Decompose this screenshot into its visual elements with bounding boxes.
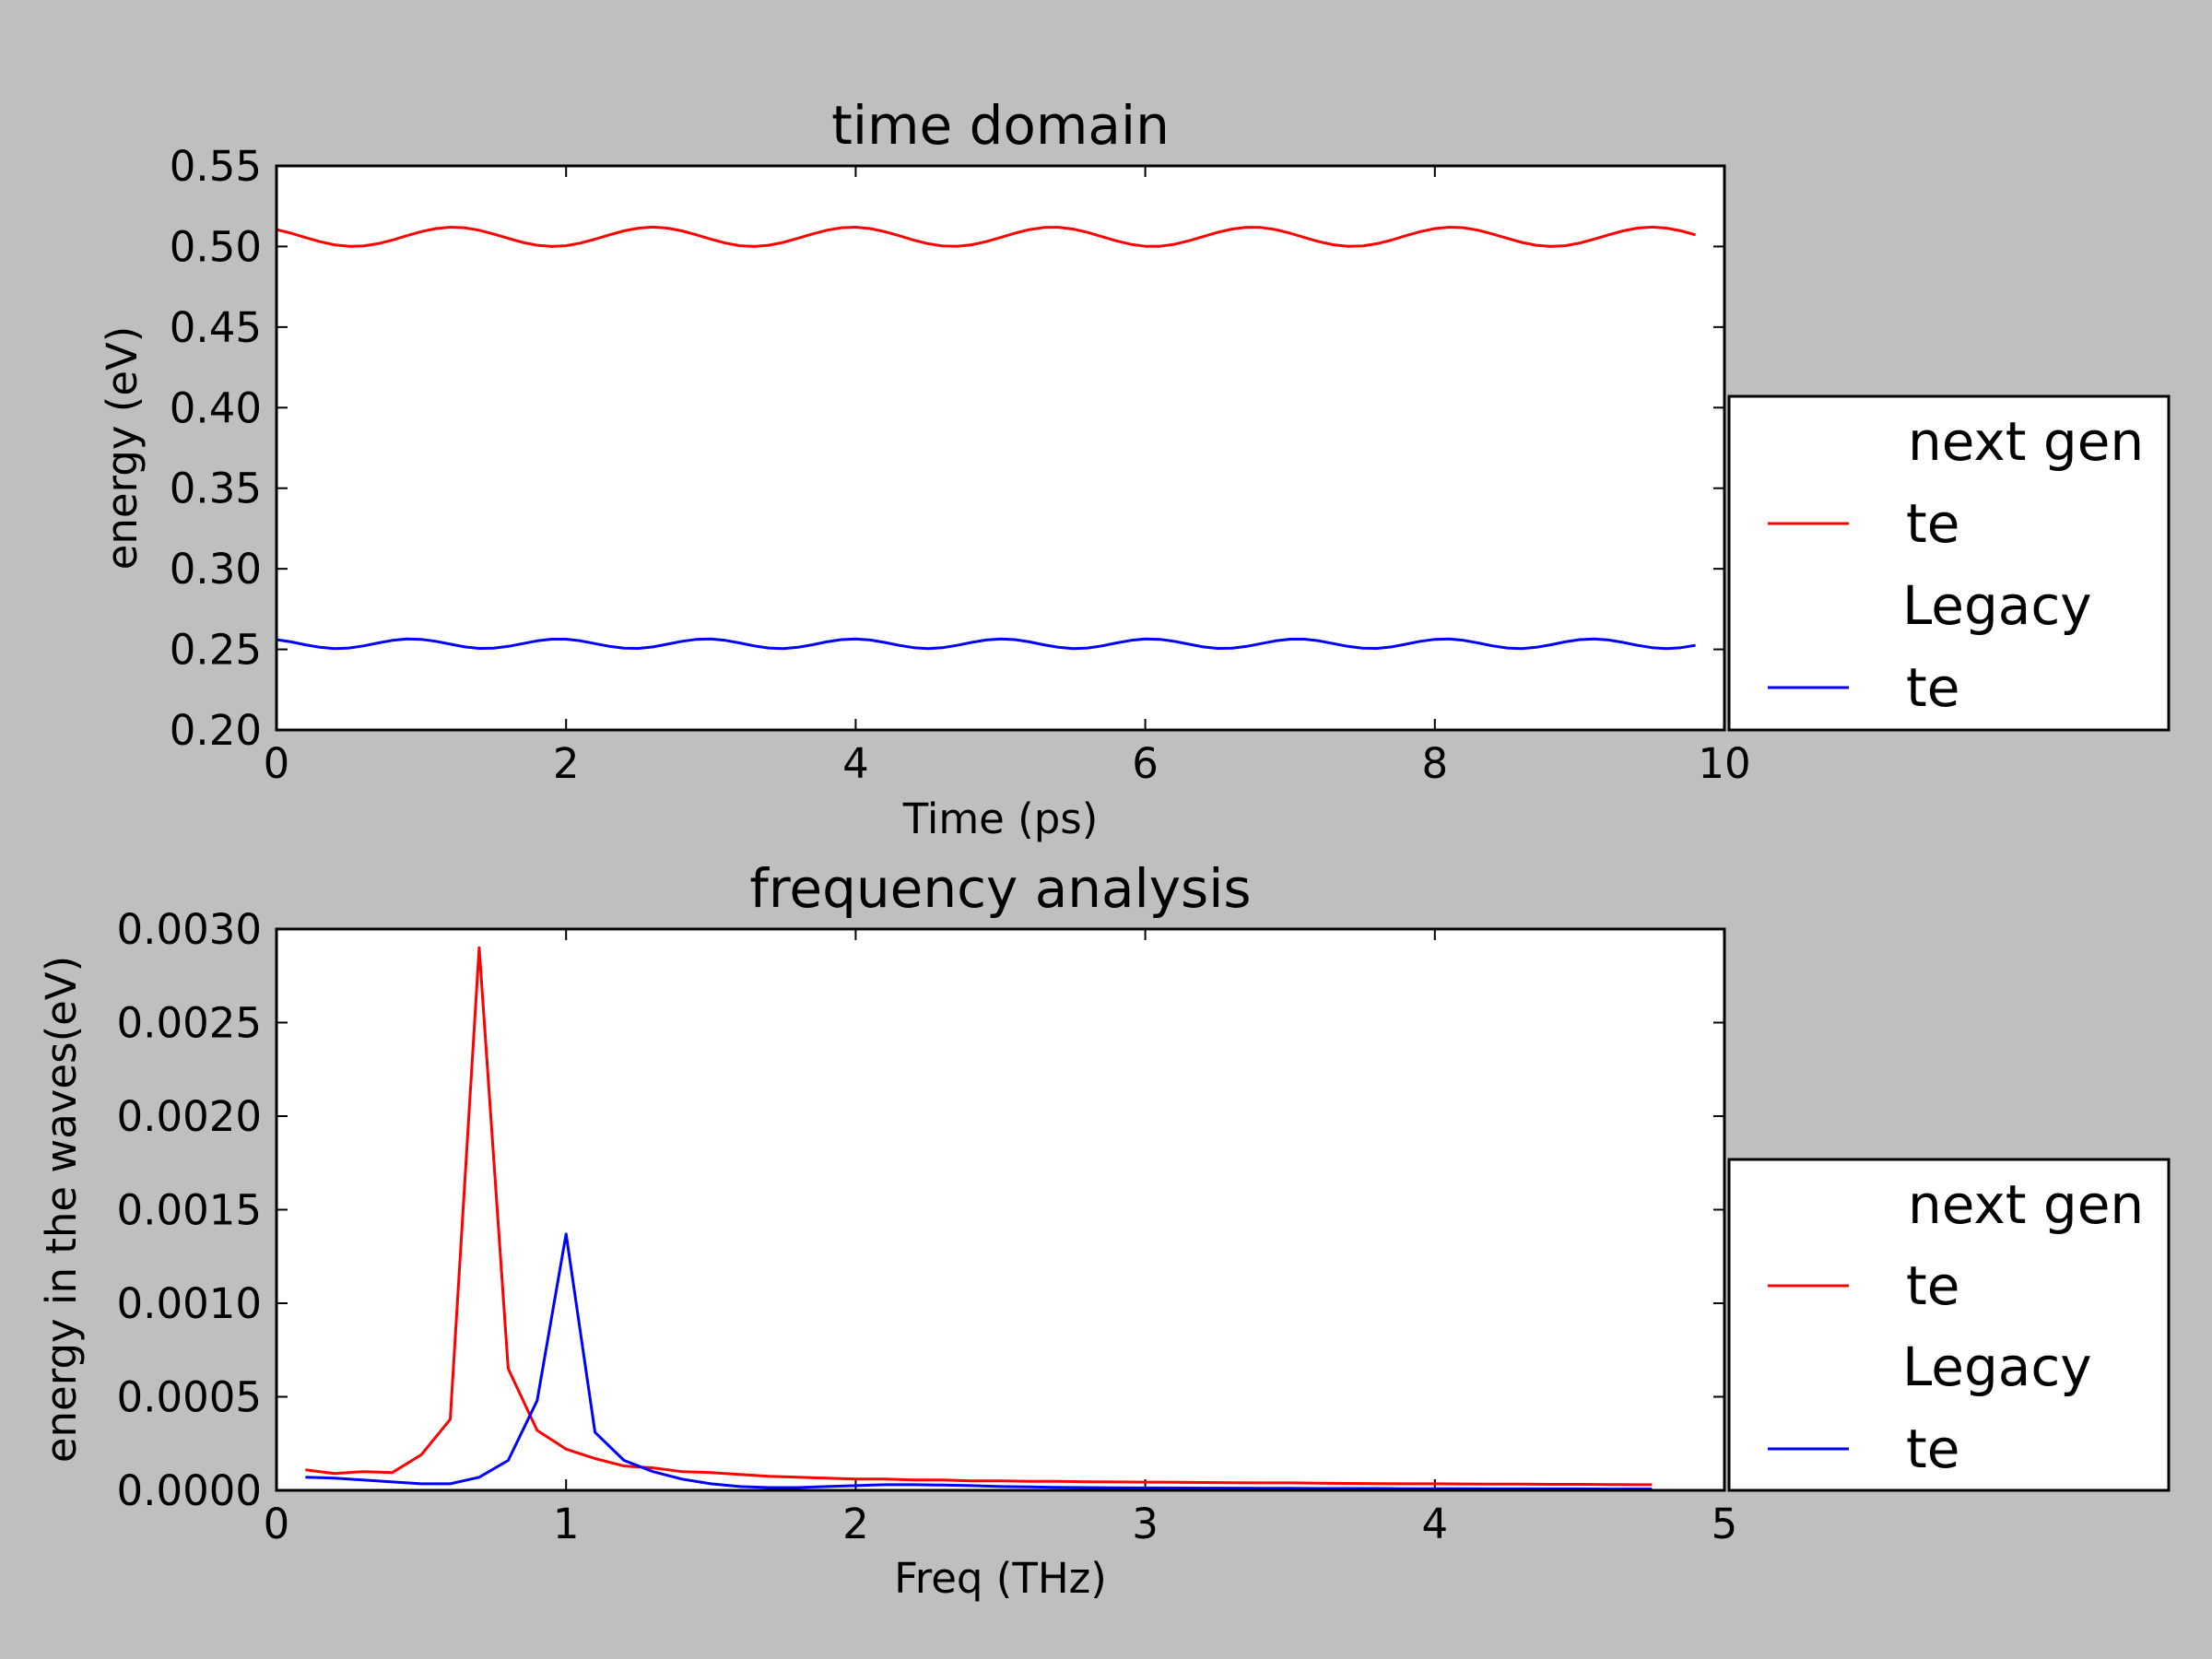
x-tick-label: 3 <box>1132 1500 1159 1548</box>
time-domain-axes-border <box>275 164 1726 732</box>
time-domain-subplot: time domain Time (ps) energy (eV) 0 2 4 6 8 1… <box>98 94 2171 843</box>
y-tick-label: 0.0010 <box>117 1279 262 1328</box>
y-tick-label: 0.50 <box>170 222 262 271</box>
y-tick-label: 0.20 <box>170 706 262 755</box>
x-tick-label: 6 <box>1132 739 1159 788</box>
frequency-analysis-y-axis-label: energy in the waves(eV) <box>37 956 86 1463</box>
frequency-analysis-legend-box <box>1727 1158 2171 1492</box>
y-tick-label: 0.45 <box>170 303 262 352</box>
time-domain-ticks: 0 2 4 6 8 10 0.20 0.25 0.30 0.35 0.40 0.45 0.50 0.55 <box>170 142 1751 788</box>
x-tick-label: 5 <box>1712 1500 1738 1548</box>
frequency-analysis-series <box>305 946 1653 1491</box>
time-domain-series <box>276 225 1696 651</box>
frequency-analysis-axes-background <box>276 929 1724 1490</box>
x-tick-label: 0 <box>264 1500 290 1548</box>
time-domain-legend: next gen te Legacy te <box>1727 394 2171 732</box>
y-tick-label: 0.0000 <box>117 1466 262 1515</box>
frequency-analysis-legend-label-legacy: Legacy <box>1902 1335 2092 1398</box>
y-tick-label: 0.0030 <box>117 905 262 954</box>
frequency-analysis-legend-label-te-blue: te <box>1906 1418 1959 1480</box>
time-domain-legend-label-te-red: te <box>1906 492 1959 555</box>
legacy-te-line <box>276 637 1696 651</box>
next-gen-te-line <box>305 946 1653 1487</box>
x-tick-label: 4 <box>842 739 869 788</box>
x-tick-label: 0 <box>264 739 290 788</box>
y-tick-label: 0.40 <box>170 383 262 432</box>
x-tick-label: 10 <box>1698 739 1750 788</box>
time-domain-legend-label-te-blue: te <box>1906 656 1959 719</box>
y-tick-label: 0.0025 <box>117 999 262 1048</box>
frequency-analysis-legend-label-next-gen: next gen <box>1908 1173 2144 1236</box>
time-domain-axes-background <box>276 166 1724 730</box>
frequency-analysis-ticks: 0 1 2 3 4 5 0.0000 0.0005 0.0010 0.0015 0.0020 0.00… <box>117 905 1738 1548</box>
time-domain-legend-box <box>1727 394 2171 732</box>
frequency-analysis-subplot: frequency analysis Freq (THz) energy in … <box>37 857 2171 1603</box>
time-domain-x-axis-label: Time (ps) <box>902 794 1099 843</box>
y-tick-label: 0.35 <box>170 465 262 513</box>
legacy-te-line <box>305 1232 1653 1491</box>
frequency-analysis-x-axis-label: Freq (THz) <box>894 1554 1107 1603</box>
frequency-analysis-legend: next gen te Legacy te <box>1727 1158 2171 1492</box>
y-tick-label: 0.55 <box>170 142 262 191</box>
frequency-analysis-legend-label-te-red: te <box>1906 1254 1959 1317</box>
y-tick-label: 0.30 <box>170 545 262 594</box>
next-gen-te-line <box>276 225 1696 248</box>
frequency-analysis-title: frequency analysis <box>749 857 1251 920</box>
y-tick-label: 0.0020 <box>117 1092 262 1141</box>
x-tick-label: 4 <box>1421 1500 1448 1548</box>
x-tick-label: 1 <box>553 1500 580 1548</box>
x-tick-label: 2 <box>842 1500 869 1548</box>
time-domain-title: time domain <box>831 94 1170 157</box>
y-tick-label: 0.25 <box>170 626 262 675</box>
y-tick-label: 0.0005 <box>117 1373 262 1422</box>
frequency-analysis-axes-border <box>275 927 1726 1492</box>
x-tick-label: 8 <box>1421 739 1448 788</box>
y-tick-label: 0.0015 <box>117 1186 262 1235</box>
time-domain-y-axis-label: energy (eV) <box>98 326 147 571</box>
time-domain-legend-label-next-gen: next gen <box>1908 410 2144 473</box>
time-domain-legend-label-legacy: Legacy <box>1902 574 2092 637</box>
x-tick-label: 2 <box>553 739 580 788</box>
